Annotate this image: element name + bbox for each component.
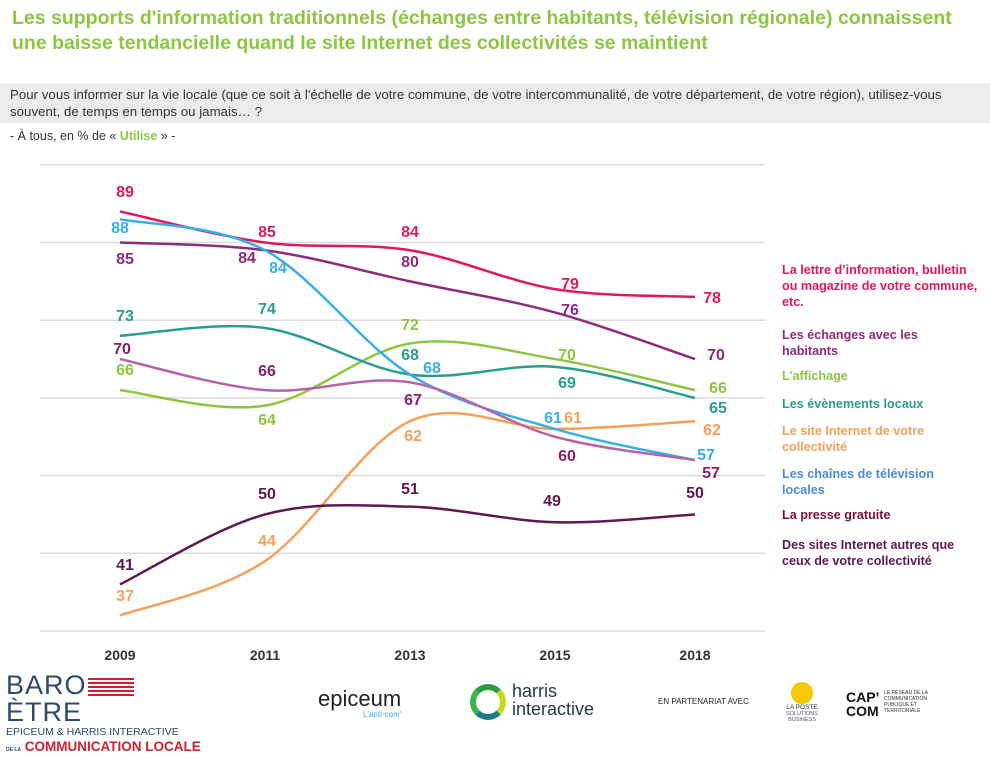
barometre-logo: BAROÈTRE EPICEUM & HARRIS INTERACTIVE DE… <box>6 672 206 758</box>
x-tick-label: 2013 <box>394 647 425 663</box>
logo-text: epiceum <box>318 686 402 711</box>
question-text: Pour vous informer sur la vie locale (qu… <box>10 87 942 119</box>
legend-entry: Les chaînes de télévision locales <box>782 467 934 497</box>
data-label: 57 <box>697 447 715 464</box>
data-label: 41 <box>116 557 134 574</box>
x-tick-label: 2015 <box>539 647 570 663</box>
series-line <box>119 503 696 586</box>
data-label: 50 <box>258 486 276 503</box>
data-label: 68 <box>423 360 441 377</box>
data-label: 66 <box>258 363 276 380</box>
data-label: 79 <box>561 276 579 293</box>
series-line <box>119 357 696 462</box>
logo-text: BUSINESS <box>788 717 816 723</box>
data-label: 70 <box>113 341 131 358</box>
laposte-bird-icon <box>791 682 813 704</box>
logo-text: BARO <box>6 670 87 700</box>
data-label: 89 <box>116 184 134 201</box>
data-label: 62 <box>404 428 422 445</box>
legend-entry: L’affichage <box>782 369 848 383</box>
data-label: 64 <box>258 412 276 429</box>
logo-text: COM <box>846 703 879 719</box>
logo-text: LE RÉSEAU DE LA COMMUNICATION PUBLIQUE E… <box>884 690 928 714</box>
legend-entry: La presse gratuite <box>782 508 891 522</box>
logo-text: LA POSTE <box>786 704 818 711</box>
data-label: 37 <box>116 588 134 605</box>
logo-text: interactive <box>512 699 595 719</box>
question-banner: Pour vous informer sur la vie locale (qu… <box>0 83 990 123</box>
page-title: Les supports d'information traditionnels… <box>12 7 952 54</box>
logo-text: COMMUNICATION LOCALE <box>24 739 201 754</box>
legend-entry: La lettre d’information, bulletin ou mag… <box>782 263 978 309</box>
data-label: 80 <box>401 254 419 271</box>
series-line <box>119 217 696 462</box>
capcom-logo: CAP’ COM LE RÉSEAU DE LA COMMUNICATION PU… <box>846 689 928 719</box>
data-label: 78 <box>703 290 721 307</box>
data-label: 70 <box>707 347 725 364</box>
data-label: 67 <box>404 392 422 409</box>
data-label: 73 <box>116 308 134 325</box>
data-label: 49 <box>543 493 561 510</box>
x-tick-label: 2009 <box>104 647 135 663</box>
data-label: 57 <box>702 465 720 482</box>
data-label: 60 <box>558 448 576 465</box>
logo-text: L'anti-com' <box>362 710 402 719</box>
subtitle-prefix: - À tous, en % de « <box>10 129 120 143</box>
x-tick-label: 2018 <box>679 647 710 663</box>
data-label: 84 <box>401 224 419 241</box>
legend-entry: Des sites Internet autres que ceux de vo… <box>782 538 955 568</box>
data-label: 61 <box>544 410 562 427</box>
chart-subtitle: - À tous, en % de « Utilise » - <box>10 129 175 143</box>
data-label: 84 <box>269 260 287 277</box>
data-label: 88 <box>111 220 129 237</box>
logo-text: harris <box>512 681 558 701</box>
epiceum-logo: epiceum L'anti-com' <box>318 686 402 720</box>
legend-entry: Les évènements locaux <box>782 397 924 411</box>
data-label: 62 <box>703 422 721 439</box>
subtitle-suffix: » - <box>157 129 176 143</box>
data-label: 44 <box>258 533 276 550</box>
logo-text: SOLUTIONS <box>786 711 818 717</box>
data-label: 66 <box>709 380 727 397</box>
data-label: 69 <box>558 375 576 392</box>
logo-text: EPICEUM & HARRIS INTERACTIVE <box>6 726 179 738</box>
data-label: 51 <box>401 481 419 498</box>
series-line <box>119 241 696 361</box>
data-label: 85 <box>116 251 134 268</box>
data-label: 66 <box>116 362 134 379</box>
data-label: 61 <box>564 410 582 427</box>
logo-text: CAP’ <box>846 689 880 705</box>
subtitle-highlight: Utilise <box>119 129 158 143</box>
data-label: 74 <box>258 301 276 318</box>
laposte-logo: LA POSTE SOLUTIONS BUSINESS <box>782 682 822 723</box>
series-line <box>119 340 696 409</box>
logo-text: DE LA <box>6 747 21 753</box>
legend-entry: Les échanges avec les habitants <box>782 328 918 358</box>
legend-entry: Le site Internet de votre collectivité <box>782 424 925 454</box>
series-line <box>119 411 696 617</box>
logo-text: ÈTRE <box>6 697 83 727</box>
data-label: 84 <box>238 250 256 267</box>
data-label: 85 <box>258 224 276 241</box>
data-label: 65 <box>709 400 727 417</box>
data-label: 68 <box>401 347 419 364</box>
data-label: 50 <box>686 485 704 502</box>
partner-text: EN PARTENARIAT AVEC <box>658 697 749 706</box>
data-label: 76 <box>561 302 579 319</box>
data-label: 70 <box>558 347 576 364</box>
data-label: 72 <box>401 317 419 334</box>
x-tick-label: 2011 <box>250 647 281 663</box>
